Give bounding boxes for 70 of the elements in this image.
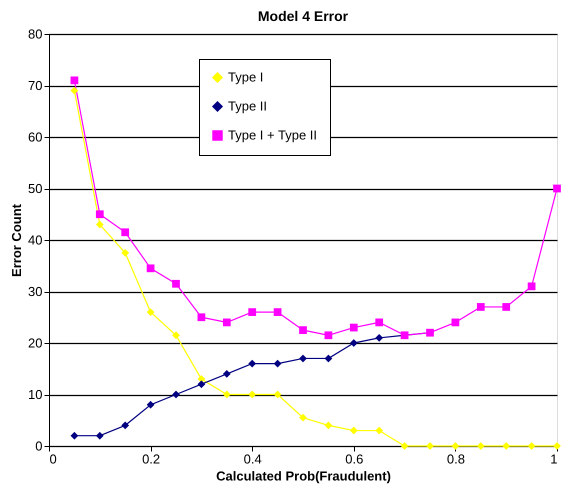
point bbox=[553, 184, 561, 192]
point bbox=[172, 390, 180, 398]
point bbox=[274, 308, 282, 316]
point bbox=[350, 426, 358, 434]
point bbox=[375, 426, 384, 434]
y-tick-label: 60 bbox=[28, 130, 42, 144]
point bbox=[172, 331, 180, 340]
point bbox=[324, 354, 332, 362]
point bbox=[121, 249, 130, 257]
point bbox=[324, 331, 332, 340]
legend-label: Type II bbox=[228, 98, 268, 114]
x-tick-label: 0.2 bbox=[142, 452, 160, 466]
point bbox=[121, 228, 130, 236]
point bbox=[172, 280, 180, 288]
point bbox=[476, 442, 485, 450]
point bbox=[274, 360, 282, 368]
point bbox=[146, 308, 154, 316]
point bbox=[96, 220, 104, 228]
point bbox=[350, 339, 358, 347]
point bbox=[452, 318, 460, 326]
point bbox=[248, 360, 256, 368]
point bbox=[248, 390, 256, 398]
point bbox=[70, 76, 78, 84]
x-tick-label: 1 bbox=[550, 452, 558, 466]
point bbox=[375, 334, 384, 342]
point bbox=[476, 303, 485, 311]
point bbox=[198, 380, 206, 388]
y-tick-label: 80 bbox=[28, 26, 42, 42]
point bbox=[502, 442, 510, 450]
y-tick-label: 0 bbox=[35, 438, 42, 454]
x-tick-label: 0 bbox=[50, 452, 57, 466]
point bbox=[96, 432, 104, 440]
point bbox=[528, 442, 536, 450]
x-tick-label: 0.4 bbox=[244, 452, 262, 466]
point bbox=[146, 264, 154, 272]
y-tick-label: 50 bbox=[28, 181, 42, 196]
y-tick-label: 70 bbox=[28, 78, 42, 93]
point bbox=[274, 390, 282, 398]
x-axis-title: Calculated Prob(Fraudulent) bbox=[216, 468, 391, 484]
point bbox=[502, 303, 510, 311]
legend-label: Type I + Type II bbox=[228, 128, 318, 142]
x-tick-label: 0.6 bbox=[345, 452, 364, 466]
point bbox=[70, 432, 78, 440]
legend-label: Type I bbox=[228, 70, 264, 84]
point bbox=[96, 210, 104, 218]
point bbox=[452, 442, 460, 450]
point bbox=[375, 318, 384, 326]
point bbox=[350, 324, 358, 332]
chart-title: Model 4 Error bbox=[258, 8, 349, 24]
point bbox=[222, 370, 231, 378]
y-tick-label: 10 bbox=[28, 387, 42, 402]
point bbox=[222, 390, 231, 398]
point bbox=[248, 308, 256, 316]
y-tick-label: 20 bbox=[28, 336, 42, 350]
point bbox=[299, 414, 307, 422]
y-tick-label: 30 bbox=[28, 284, 42, 299]
y-tick-label: 40 bbox=[28, 232, 42, 248]
point bbox=[528, 282, 536, 290]
point bbox=[198, 313, 206, 322]
x-tick-label: 0.8 bbox=[446, 452, 465, 466]
point bbox=[299, 326, 307, 334]
point bbox=[299, 354, 307, 362]
point bbox=[400, 442, 408, 450]
point bbox=[146, 400, 154, 409]
y-axis-title: Error Count bbox=[9, 203, 24, 277]
point bbox=[121, 422, 130, 430]
point bbox=[324, 422, 332, 430]
point bbox=[222, 318, 231, 326]
point bbox=[426, 442, 434, 450]
point bbox=[70, 86, 78, 95]
